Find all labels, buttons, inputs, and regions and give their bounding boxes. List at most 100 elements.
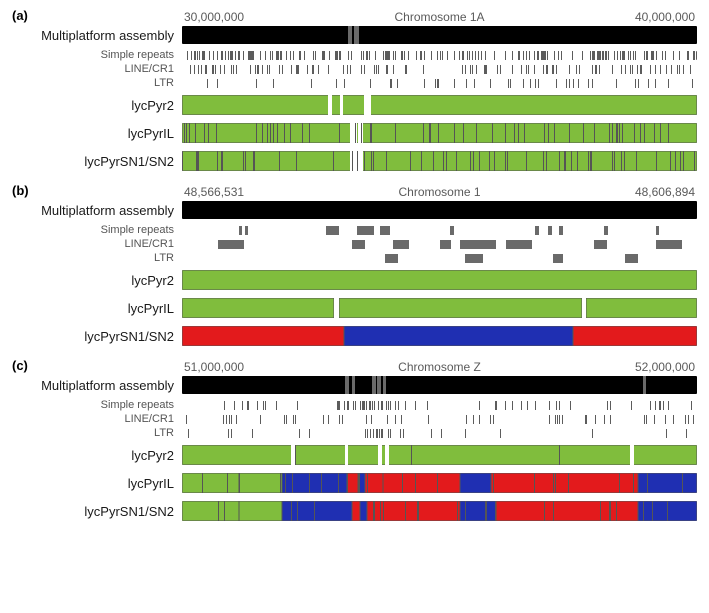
repeat-tick <box>494 51 495 60</box>
repeat-tick <box>224 65 225 74</box>
contig-boundary <box>494 151 495 171</box>
repeat-tick <box>512 401 513 410</box>
row-label: lycPyr2 <box>12 273 182 288</box>
contig-boundary <box>600 501 601 521</box>
repeat-tick <box>231 65 232 74</box>
repeat-tick <box>367 429 368 438</box>
row-label: Simple repeats <box>12 399 182 411</box>
contig-boundary <box>227 473 228 493</box>
axis-row: 48,566,531Chromosome 148,606,894 <box>12 183 697 201</box>
repeat-tick <box>614 51 615 60</box>
contig-boundary <box>594 123 595 143</box>
contig-boundary <box>682 473 683 493</box>
contig-boundary <box>339 123 340 143</box>
repeat-tick <box>650 65 651 74</box>
repeat-tick <box>315 51 316 60</box>
assembly-segment <box>360 501 368 521</box>
contig-boundary <box>507 151 508 171</box>
repeat-tick <box>578 79 579 88</box>
contig-boundary <box>297 501 298 521</box>
contig-boundary <box>256 123 257 143</box>
row-label: lycPyr2 <box>12 98 182 113</box>
repeat-tick <box>186 415 187 424</box>
repeat-tick <box>194 51 195 60</box>
repeat-tick <box>250 65 251 74</box>
assembly-row: lycPyr2 <box>12 270 697 290</box>
repeat-block <box>506 240 532 249</box>
contig-boundary <box>309 473 310 493</box>
assembly-track <box>182 326 697 346</box>
repeat-tick <box>336 51 337 60</box>
repeat-tick <box>688 415 689 424</box>
contig-boundary <box>564 151 565 171</box>
repeat-tick <box>663 401 664 410</box>
contig-boundary <box>614 151 615 171</box>
repeat-tick <box>644 415 645 424</box>
assembly-segment <box>383 473 460 493</box>
chromosome-bar <box>182 201 697 219</box>
repeat-tick <box>187 51 188 60</box>
assembly-segment <box>182 445 697 465</box>
repeat-tick <box>243 51 244 60</box>
repeat-row: LTR <box>12 427 697 439</box>
repeat-tick <box>236 65 237 74</box>
contig-boundary <box>437 473 438 493</box>
repeat-track <box>182 401 697 410</box>
repeat-tick <box>473 415 474 424</box>
row-label: LTR <box>12 77 182 89</box>
repeat-tick <box>620 51 621 60</box>
repeat-tick <box>588 79 589 88</box>
repeat-tick <box>262 65 263 74</box>
repeat-tick <box>335 51 336 60</box>
repeat-tick <box>228 429 229 438</box>
repeat-tick <box>512 65 513 74</box>
repeat-tick <box>360 401 361 410</box>
contig-boundary <box>555 473 556 493</box>
assembly-row: lycPyrSN1/SN2 <box>12 501 697 521</box>
repeat-block <box>548 226 552 235</box>
repeat-block <box>604 226 608 235</box>
contig-boundary <box>654 123 655 143</box>
contig-boundary <box>280 473 281 493</box>
repeat-tick <box>309 429 310 438</box>
repeat-tick <box>311 79 312 88</box>
repeat-block <box>352 240 365 249</box>
contig-boundary <box>489 151 490 171</box>
repeat-tick <box>299 51 300 60</box>
row-label: lycPyrIL <box>12 301 182 316</box>
repeat-tick <box>469 51 470 60</box>
repeat-tick <box>284 415 285 424</box>
repeat-tick <box>604 415 605 424</box>
repeat-tick <box>547 51 548 60</box>
repeat-tick <box>595 415 596 424</box>
assembly-track <box>182 95 697 115</box>
repeat-tick <box>304 51 305 60</box>
repeat-tick <box>347 65 348 74</box>
repeat-tick <box>386 401 387 410</box>
contig-boundary <box>430 123 431 143</box>
repeat-tick <box>576 65 577 74</box>
row-label-multiplatform: Multiplatform assembly <box>12 203 182 218</box>
repeat-tick <box>656 51 657 60</box>
axis-center: Chromosome 1 <box>398 185 480 199</box>
repeat-tick <box>549 401 550 410</box>
repeat-tick <box>632 65 633 74</box>
axis-labels: 48,566,531Chromosome 148,606,894 <box>182 185 697 199</box>
repeat-tick <box>226 415 227 424</box>
assembly-gap <box>358 151 363 171</box>
repeat-tick <box>297 401 298 410</box>
contig-boundary <box>195 123 196 143</box>
repeat-tick <box>650 401 651 410</box>
repeat-tick <box>377 429 378 438</box>
contig-boundary <box>202 473 203 493</box>
repeat-tick <box>610 401 611 410</box>
contig-boundary <box>217 151 218 171</box>
repeat-tick <box>223 415 224 424</box>
repeat-tick <box>621 65 622 74</box>
repeat-tick <box>519 51 520 60</box>
repeat-tick <box>579 65 580 74</box>
assembly-segment <box>573 326 697 346</box>
repeat-tick <box>366 401 367 410</box>
contig-boundary <box>429 123 430 143</box>
contig-boundary <box>204 123 205 143</box>
